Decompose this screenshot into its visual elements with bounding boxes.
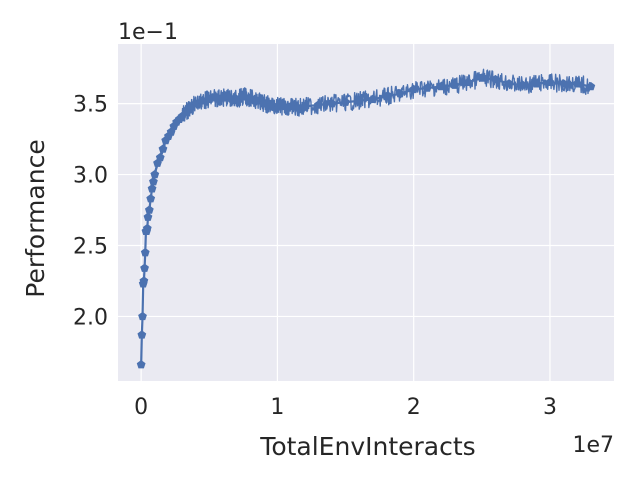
x-tick-label: 0 xyxy=(134,395,148,420)
data-point xyxy=(232,94,241,104)
data-point xyxy=(463,77,473,87)
data-point xyxy=(586,81,596,91)
y-tick-labels: 2.0 2.5 3.0 3.5 xyxy=(73,93,108,331)
data-point xyxy=(136,360,146,369)
data-point xyxy=(572,79,582,88)
y-offset-label: 1e−1 xyxy=(118,20,178,45)
x-tick-label: 3 xyxy=(543,395,557,420)
data-point xyxy=(146,194,156,203)
y-tick-label: 3.5 xyxy=(73,93,108,118)
x-tick-label: 2 xyxy=(407,395,421,420)
data-point xyxy=(422,83,432,92)
y-tick-label: 3.0 xyxy=(73,164,108,189)
data-point xyxy=(158,144,168,153)
data-point xyxy=(354,96,364,105)
data-point xyxy=(545,77,555,87)
data-point xyxy=(138,311,147,321)
data-point xyxy=(518,80,528,89)
x-tick-labels: 0 1 2 3 xyxy=(134,395,557,420)
data-point xyxy=(142,223,152,233)
data-point xyxy=(286,101,296,111)
data-point xyxy=(150,169,160,179)
data-point xyxy=(259,98,269,108)
data-point xyxy=(225,93,235,102)
data-point xyxy=(313,100,323,109)
x-tick-label: 1 xyxy=(270,395,284,420)
data-point xyxy=(149,177,158,186)
data-point xyxy=(155,152,165,162)
series-layer xyxy=(136,68,596,369)
data-point xyxy=(139,276,149,285)
data-point xyxy=(143,212,153,221)
data-point xyxy=(238,91,248,101)
data-point xyxy=(140,247,150,257)
data-point xyxy=(368,94,378,104)
data-point xyxy=(266,100,276,109)
x-axis-title: TotalEnvInteracts xyxy=(259,432,475,461)
data-point xyxy=(477,73,487,82)
data-point xyxy=(382,91,391,101)
data-point xyxy=(252,96,262,105)
data-point xyxy=(191,98,201,108)
data-point xyxy=(491,74,500,84)
y-tick-label: 2.0 xyxy=(73,305,108,330)
data-point xyxy=(436,81,446,91)
data-point xyxy=(147,184,157,193)
data-point xyxy=(327,98,337,108)
data-point xyxy=(137,330,147,339)
data-point xyxy=(140,263,149,272)
data-point xyxy=(395,89,405,98)
data-point xyxy=(341,97,350,106)
x-offset-label: 1e7 xyxy=(572,433,614,458)
data-point xyxy=(559,79,568,88)
data-point xyxy=(531,79,541,88)
data-point xyxy=(409,84,419,94)
data-point xyxy=(245,93,255,102)
y-axis-title: Performance xyxy=(21,139,50,297)
data-point xyxy=(504,79,514,88)
data-point xyxy=(300,101,310,111)
y-tick-label: 2.5 xyxy=(73,234,108,259)
data-point xyxy=(450,80,459,89)
data-point xyxy=(144,205,154,214)
